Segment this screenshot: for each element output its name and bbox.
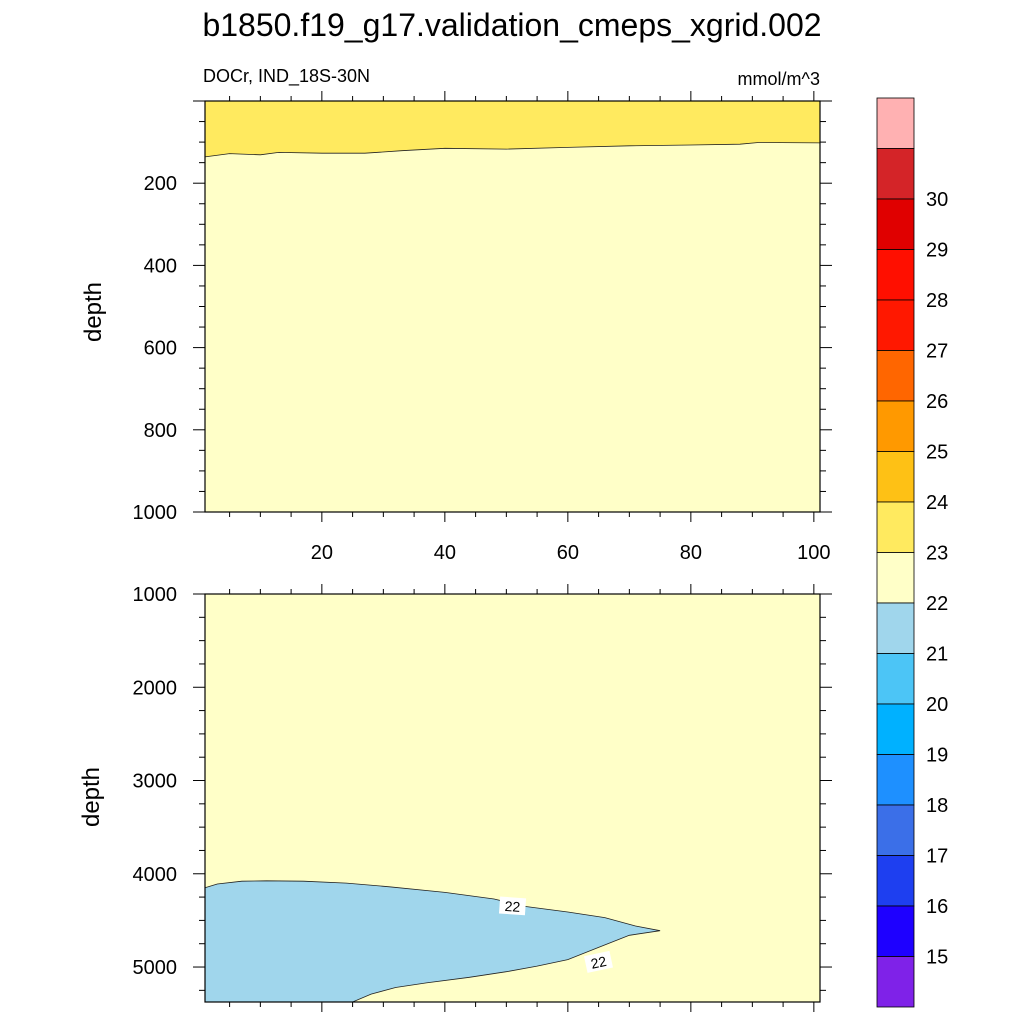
colorbar-box bbox=[876, 905, 915, 957]
colorbar-box bbox=[876, 754, 915, 806]
colorbar-label: 24 bbox=[926, 492, 948, 514]
x-tick-label: 60 bbox=[557, 542, 579, 564]
plot-frame bbox=[204, 593, 821, 1003]
colorbar-label: 21 bbox=[926, 644, 948, 666]
colorbar-label: 23 bbox=[926, 543, 948, 565]
colorbar-box bbox=[876, 400, 915, 452]
contour-label-text: 22 bbox=[589, 953, 608, 972]
x-tick-label: 100 bbox=[797, 542, 830, 564]
y-tick-label: 1000 bbox=[133, 502, 178, 524]
colorbar-box bbox=[876, 451, 915, 503]
colorbar-box bbox=[876, 602, 915, 654]
y-tick-label: 800 bbox=[144, 420, 177, 442]
x-tick-label: 20 bbox=[311, 542, 333, 564]
region-23-24 bbox=[205, 101, 820, 157]
y-tick-label: 2000 bbox=[133, 677, 178, 699]
colorbar-label: 15 bbox=[926, 947, 948, 969]
y-tick-label: 200 bbox=[144, 173, 177, 195]
contour-label-text: 22 bbox=[504, 898, 521, 915]
colorbar-label: 18 bbox=[926, 795, 948, 817]
x-tick-label: 40 bbox=[434, 542, 456, 564]
figure-title: b1850.f19_g17.validation_cmeps_xgrid.002 bbox=[202, 7, 821, 43]
colorbar-label: 17 bbox=[926, 846, 948, 868]
colorbar-label: 30 bbox=[926, 189, 948, 211]
colorbar-box bbox=[876, 350, 915, 402]
lower-depth-panel: 22 22 1000 2000 3000 4000 5000 depth bbox=[78, 584, 832, 1012]
colorbar-box bbox=[876, 299, 915, 351]
y-tick-label: 600 bbox=[144, 338, 177, 360]
colorbar-label: 19 bbox=[926, 745, 948, 767]
colorbar-box bbox=[876, 703, 915, 755]
y-tick-label: 1000 bbox=[133, 584, 178, 606]
y-tick-label: 3000 bbox=[133, 771, 178, 793]
colorbar-box bbox=[876, 956, 915, 1008]
units-label: mmol/m^3 bbox=[738, 69, 820, 89]
colorbar-box bbox=[876, 552, 915, 604]
y-tick-label: 5000 bbox=[133, 957, 178, 979]
colorbar-label: 20 bbox=[926, 694, 948, 716]
colorbar-label: 22 bbox=[926, 593, 948, 615]
colorbar-box bbox=[876, 804, 915, 856]
colorbar-box bbox=[876, 148, 915, 200]
colorbar-box bbox=[876, 198, 915, 250]
colorbar-box bbox=[876, 501, 915, 553]
region-21-22 bbox=[204, 880, 661, 1003]
colorbar-label: 28 bbox=[926, 290, 948, 312]
contour-label: 22 bbox=[584, 950, 613, 973]
y-axis-label: depth bbox=[78, 767, 105, 827]
colorbar-label: 25 bbox=[926, 442, 948, 464]
colorbar-box bbox=[876, 97, 915, 149]
colorbar-label: 26 bbox=[926, 391, 948, 413]
variable-region-label: DOCr, IND_18S-30N bbox=[203, 66, 370, 87]
colorbar-label: 16 bbox=[926, 896, 948, 918]
upper-depth-panel: 20 40 60 80 100 200 400 600 800 1000 depth bbox=[80, 91, 832, 564]
x-tick-label: 80 bbox=[680, 542, 702, 564]
colorbar-box bbox=[876, 249, 915, 301]
contour-line bbox=[204, 142, 821, 158]
colorbar: 15 16 17 18 19 20 21 22 23 24 25 26 27 28 29 30 bbox=[876, 97, 948, 1008]
colorbar-label: 29 bbox=[926, 240, 948, 262]
colorbar-label: 27 bbox=[926, 341, 948, 363]
contour-label: 22 bbox=[498, 896, 527, 916]
y-tick-label: 4000 bbox=[133, 864, 178, 886]
region-22-23 bbox=[205, 101, 820, 512]
y-axis-label: depth bbox=[80, 282, 107, 342]
y-tick-label: 400 bbox=[144, 255, 177, 277]
colorbar-box bbox=[876, 855, 915, 907]
colorbar-box bbox=[876, 653, 915, 705]
